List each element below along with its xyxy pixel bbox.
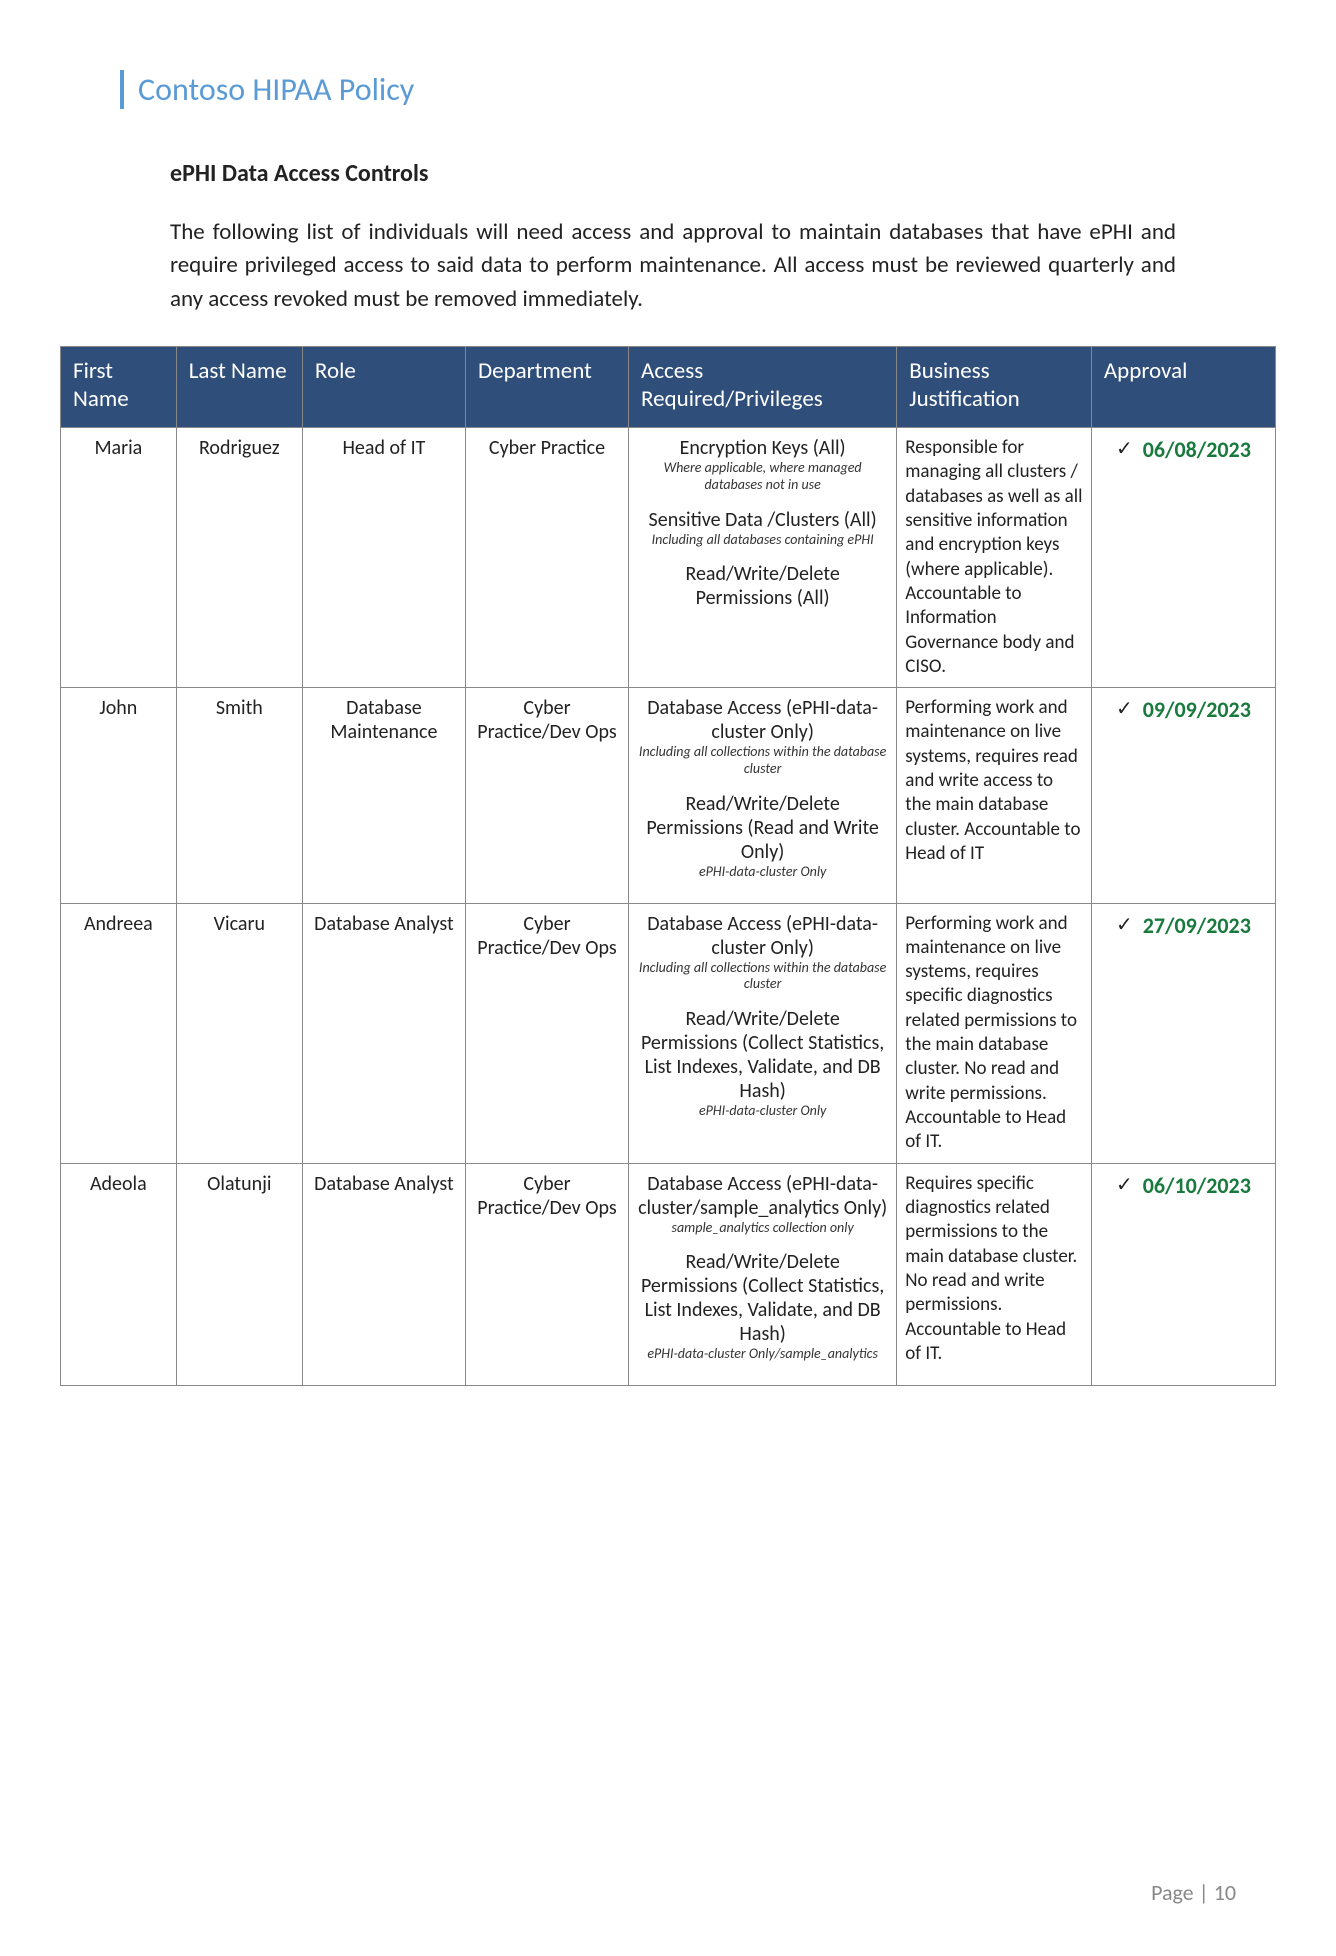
section-title: ePHI Data Access Controls [170,159,1276,188]
page-header: Contoso HIPAA Policy [120,70,1276,109]
approval-date: 06/10/2023 [1143,1172,1251,1199]
page-footer: Page | 10 [1151,1879,1236,1906]
access-note: Including all collections within the dat… [637,960,888,994]
approval-date: 27/09/2023 [1143,912,1251,939]
access-main: Database Access (ePHI-data-cluster Only) [637,696,888,744]
access-table: First Name Last Name Role Department Acc… [60,346,1276,1386]
col-role: Role [302,347,465,428]
access-note: sample_analytics collection only [637,1220,888,1237]
access-main: Database Access (ePHI-data-cluster/sampl… [637,1172,888,1220]
access-note: Where applicable, where managed database… [637,460,888,494]
access-main: Read/Write/Delete Permissions (Collect S… [637,1250,888,1346]
table-row: MariaRodriguezHead of ITCyber PracticeEn… [61,428,1276,688]
table-cell: Cyber Practice [465,428,628,688]
approval-date: 09/09/2023 [1143,696,1251,723]
access-main: Database Access (ePHI-data-cluster Only) [637,912,888,960]
col-just: Business Justification [897,347,1092,428]
access-main: Encryption Keys (All) [637,436,888,460]
col-last: Last Name [176,347,302,428]
header-title: Contoso HIPAA Policy [138,70,414,109]
access-main: Read/Write/Delete Permissions (All) [637,562,888,610]
access-main: Read/Write/Delete Permissions (Collect S… [637,1007,888,1103]
table-row: AndreeaVicaruDatabase AnalystCyber Pract… [61,903,1276,1163]
approval-cell: ✓ 09/09/2023 [1091,688,1275,903]
access-note: Including all databases containing ePHI [637,532,888,549]
table-cell: Olatunji [176,1163,302,1386]
check-icon: ✓ [1116,696,1133,721]
access-note: Including all collections within the dat… [637,744,888,778]
table-cell: Vicaru [176,903,302,1163]
approval-cell: ✓ 06/10/2023 [1091,1163,1275,1386]
table-row: JohnSmithDatabase MaintenanceCyber Pract… [61,688,1276,903]
access-note: ePHI-data-cluster Only/sample_analytics [637,1346,888,1363]
access-note: ePHI-data-cluster Only [637,864,888,881]
justification-cell: Performing work and maintenance on live … [897,688,1092,903]
table-cell: Cyber Practice/Dev Ops [465,1163,628,1386]
check-icon: ✓ [1116,1172,1133,1197]
access-cell: Database Access (ePHI-data-cluster Only)… [629,688,897,903]
access-cell: Database Access (ePHI-data-cluster Only)… [629,903,897,1163]
check-icon: ✓ [1116,436,1133,461]
approval-cell: ✓ 06/08/2023 [1091,428,1275,688]
table-cell: Database Analyst [302,1163,465,1386]
table-cell: Head of IT [302,428,465,688]
table-cell: Smith [176,688,302,903]
table-cell: Cyber Practice/Dev Ops [465,688,628,903]
justification-cell: Performing work and maintenance on live … [897,903,1092,1163]
justification-cell: Requires specific diagnostics related pe… [897,1163,1092,1386]
table-cell: John [61,688,177,903]
access-cell: Database Access (ePHI-data-cluster/sampl… [629,1163,897,1386]
table-cell: Rodriguez [176,428,302,688]
table-body: MariaRodriguezHead of ITCyber PracticeEn… [61,428,1276,1386]
approval-cell: ✓ 27/09/2023 [1091,903,1275,1163]
col-access: Access Required/Privileges [629,347,897,428]
col-dept: Department [465,347,628,428]
table-cell: Andreea [61,903,177,1163]
col-appr: Approval [1091,347,1275,428]
access-cell: Encryption Keys (All)Where applicable, w… [629,428,897,688]
table-cell: Adeola [61,1163,177,1386]
table-cell: Cyber Practice/Dev Ops [465,903,628,1163]
access-main: Read/Write/Delete Permissions (Read and … [637,792,888,864]
table-row: AdeolaOlatunjiDatabase AnalystCyber Prac… [61,1163,1276,1386]
justification-cell: Responsible for managing all clusters / … [897,428,1092,688]
document-page: Contoso HIPAA Policy ePHI Data Access Co… [0,0,1336,1956]
approval-date: 06/08/2023 [1143,436,1251,463]
access-note: ePHI-data-cluster Only [637,1103,888,1120]
intro-paragraph: The following list of individuals will n… [170,216,1176,316]
table-cell: Database Analyst [302,903,465,1163]
check-icon: ✓ [1116,912,1133,937]
table-cell: Database Maintenance [302,688,465,903]
col-first: First Name [61,347,177,428]
access-main: Sensitive Data /Clusters (All) [637,508,888,532]
table-cell: Maria [61,428,177,688]
table-header: First Name Last Name Role Department Acc… [61,347,1276,428]
